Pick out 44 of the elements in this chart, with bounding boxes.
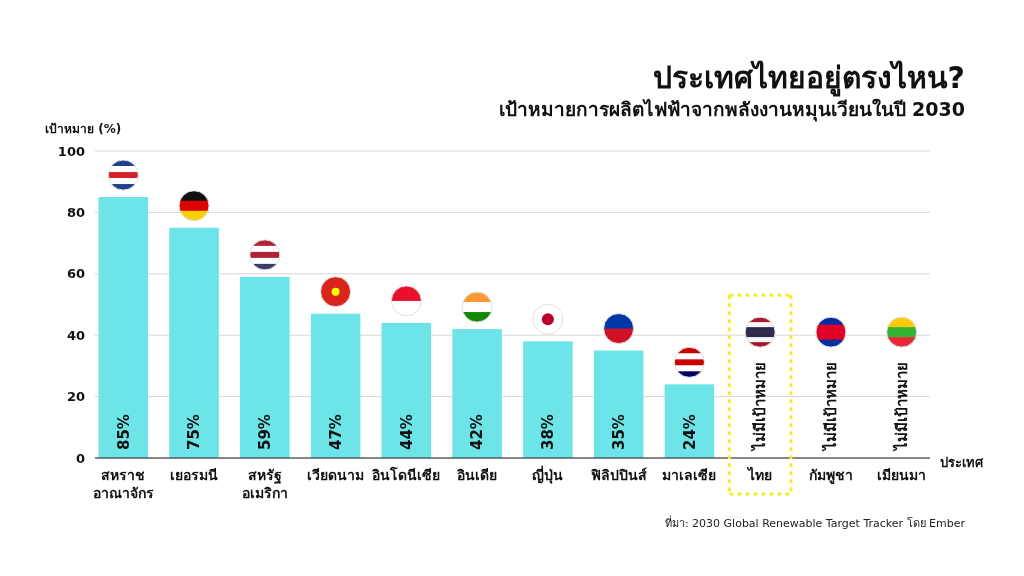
x-tick-label: เมียนมา [877, 467, 927, 483]
y-tick-label: 60 [66, 266, 85, 282]
chart-title: ประเทศไทยอยู่ตรงไหน? [652, 60, 965, 97]
data-label: 44% [397, 414, 416, 450]
y-tick-label: 80 [66, 204, 85, 220]
bar [523, 341, 573, 458]
text: ไม่มีเป้าหมาย [751, 362, 770, 450]
data-label: 42% [468, 414, 487, 450]
y-tick-label: 0 [75, 450, 85, 466]
x-tick-label: อินเดีย [456, 467, 498, 483]
x-tick-label: เยอรมนี [170, 467, 219, 483]
bar [98, 197, 149, 458]
bar [381, 322, 432, 458]
text: ที่มา: 2030 Global Renewable Target Tracker โดย Ember [664, 515, 966, 530]
chart-subtitle: เป้าหมายการผลิตไฟฟ้าจากพลังงานหมุนเวียนในปี 2030 [498, 98, 965, 122]
data-label: 35% [609, 414, 628, 450]
bar [169, 227, 219, 458]
data-label: 24% [680, 414, 699, 450]
x-tick-label: เวียดนาม [307, 467, 365, 483]
x-axis-title: ประเทศ [940, 454, 984, 470]
x-tick-label: กัมพูชา [808, 467, 853, 484]
y-axis-title: เป้าหมาย (%) [45, 122, 122, 136]
bar [593, 350, 644, 458]
data-label: 59% [256, 414, 275, 450]
text: ไม่มีเป้าหมาย [822, 362, 841, 450]
x-tick-label: ฟิลิปปินส์ [589, 467, 647, 483]
y-tick-label: 40 [66, 327, 85, 343]
x-tick-label: มาเลเซีย [662, 467, 717, 483]
x-tick-label: ไทย [746, 466, 773, 483]
x-tick-label: สหราช อาณาจักร [92, 467, 154, 501]
x-tick-label: อินโดนีเซีย [371, 466, 441, 483]
data-label: 75% [185, 414, 204, 450]
y-tick-label: 100 [57, 143, 85, 159]
text: ไม่มีเป้าหมาย [892, 362, 911, 450]
y-tick-label: 20 [66, 389, 85, 405]
bar [310, 313, 361, 458]
data-label: 85% [114, 414, 133, 450]
x-tick-label: ญี่ปุ่น [532, 465, 564, 484]
bar [240, 276, 290, 458]
data-label: 47% [326, 414, 345, 450]
bar [452, 329, 502, 458]
data-label: 38% [539, 414, 558, 450]
x-tick-label: สหรัฐ อเมริกา [241, 467, 288, 501]
bar [664, 384, 715, 458]
